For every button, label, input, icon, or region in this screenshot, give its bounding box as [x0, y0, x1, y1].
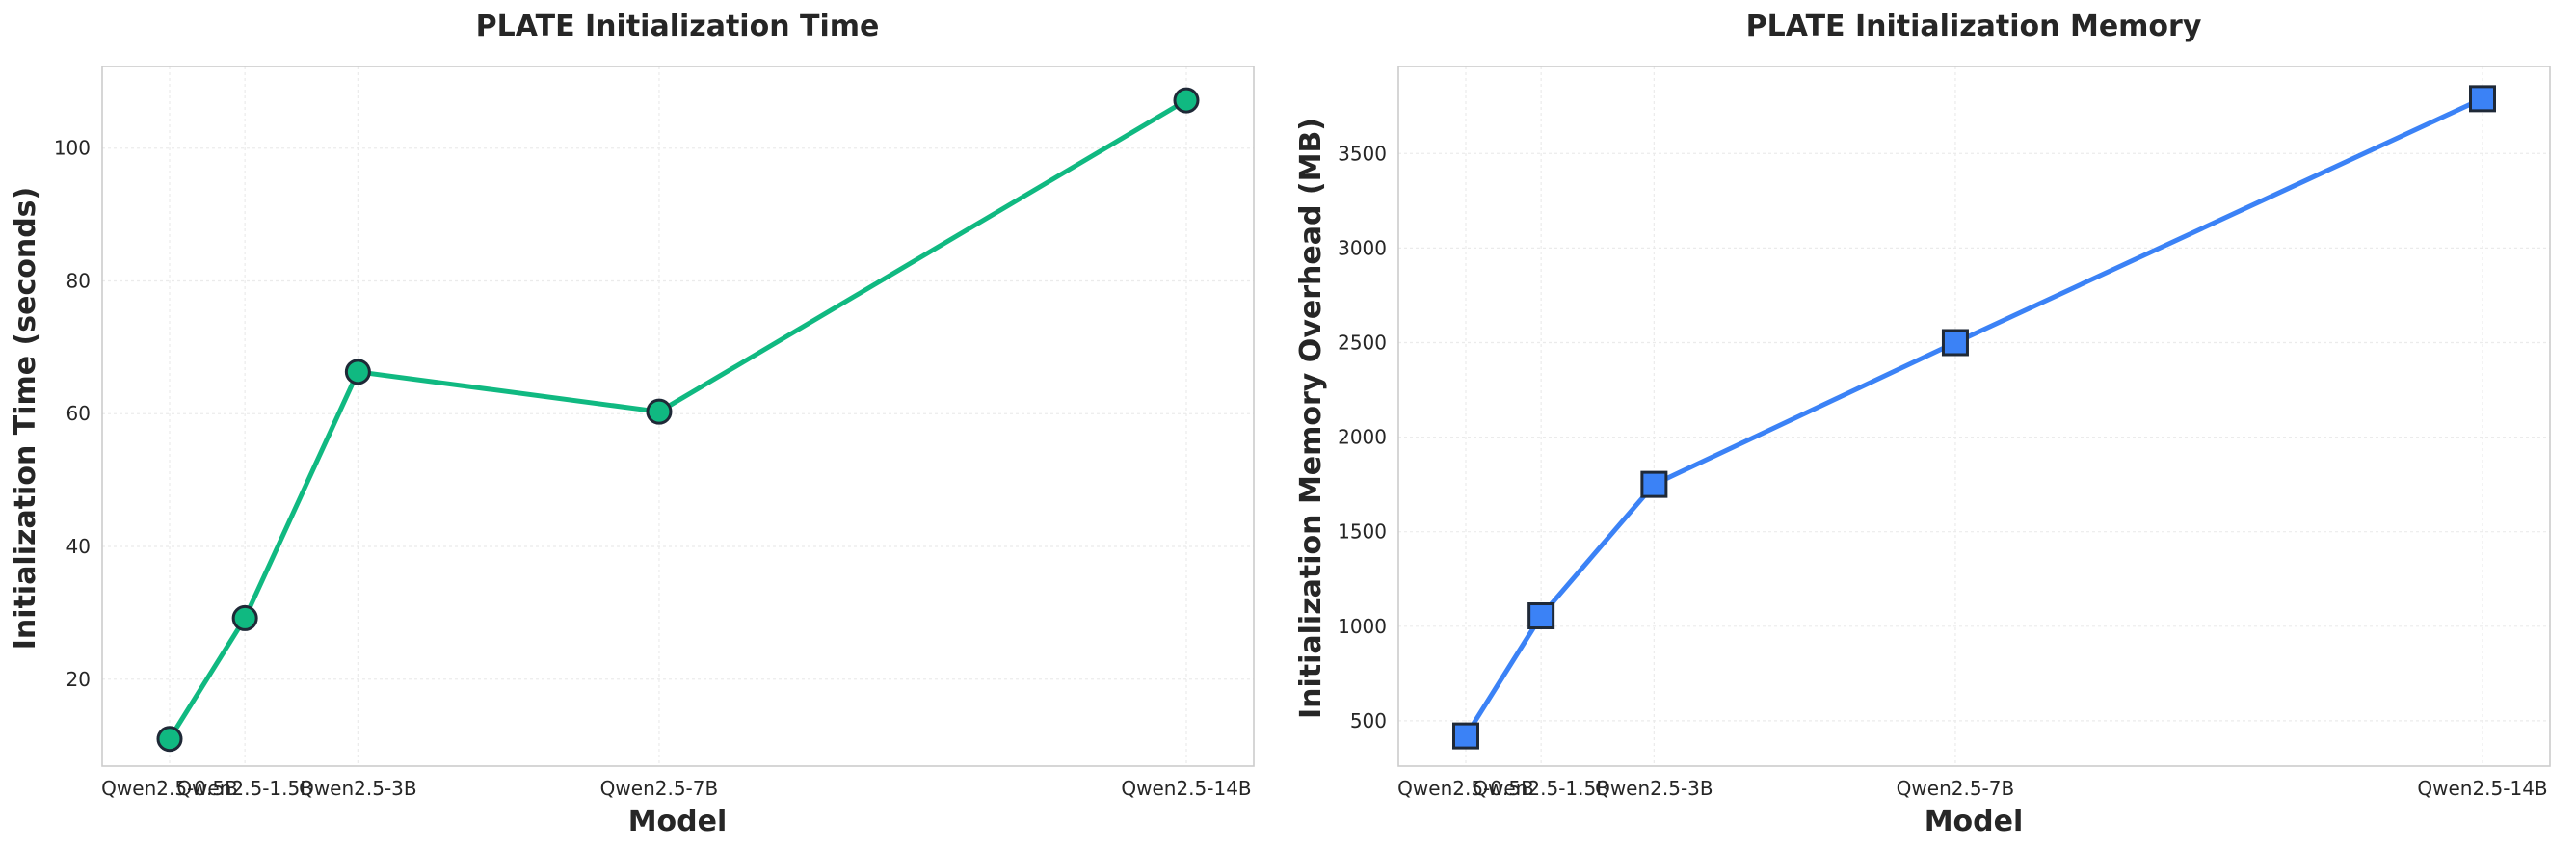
time-plot-frame — [101, 66, 1255, 767]
time-chart-panel: PLATE Initialization Time Model Initiali… — [9, 10, 1255, 838]
memory-ytick-label: 3000 — [1338, 236, 1387, 259]
memory-data-point — [1527, 602, 1555, 630]
memory-data-point — [1640, 470, 1668, 498]
time-data-point — [231, 604, 258, 631]
memory-data-point — [1452, 722, 1479, 750]
time-ytick-label: 20 — [66, 668, 91, 691]
time-chart-xlabel: Model — [628, 805, 728, 838]
time-xtick-label: Qwen2.5-7B — [600, 777, 719, 800]
time-chart-ylabel: Initialization Time (seconds) — [9, 187, 42, 650]
memory-xtick-label: Qwen2.5-0.5B — [1397, 777, 1534, 800]
time-xtick-label: Qwen2.5-3B — [299, 777, 417, 800]
memory-chart-title: PLATE Initialization Memory — [1746, 10, 2202, 43]
memory-ytick-label: 1500 — [1338, 520, 1387, 544]
time-ytick-label: 80 — [66, 269, 91, 292]
memory-xtick-label: Qwen2.5-3B — [1595, 777, 1713, 800]
time-xtick-label: Qwen2.5-0.5B — [101, 777, 238, 800]
time-data-point — [344, 359, 371, 385]
memory-ytick-label: 1000 — [1338, 615, 1387, 638]
time-data-point — [646, 398, 673, 425]
memory-xtick-label: Qwen2.5-7B — [1897, 777, 2015, 800]
time-data-point — [156, 726, 183, 753]
time-ytick-label: 40 — [66, 535, 91, 558]
time-ytick-label: 60 — [66, 402, 91, 425]
time-data-point — [1173, 87, 1200, 114]
memory-chart-xlabel: Model — [1925, 805, 2024, 838]
memory-ytick-label: 2000 — [1338, 426, 1387, 449]
time-chart-title: PLATE Initialization Time — [476, 10, 880, 43]
memory-data-point — [1941, 329, 1969, 357]
memory-ytick-label: 3500 — [1338, 142, 1387, 165]
memory-xtick-label: Qwen2.5-1.5B — [1473, 777, 1609, 800]
memory-chart-ylabel: Initialization Memory Overhead (MB) — [1294, 118, 1328, 719]
time-series-line — [167, 97, 1189, 742]
memory-ytick-label: 500 — [1350, 709, 1387, 732]
time-ytick-label: 100 — [54, 137, 91, 160]
time-xtick-label: Qwen2.5-1.5B — [176, 777, 313, 800]
memory-xtick-label: Qwen2.5-14B — [2417, 777, 2547, 800]
memory-chart-panel: PLATE Initialization Memory Model Initia… — [1294, 10, 2551, 838]
memory-ytick-label: 2500 — [1338, 331, 1387, 354]
memory-plot-frame — [1397, 66, 2551, 767]
time-xtick-label: Qwen2.5-14B — [1121, 777, 1251, 800]
memory-series-line — [1463, 95, 2485, 739]
memory-data-point — [2469, 85, 2496, 113]
